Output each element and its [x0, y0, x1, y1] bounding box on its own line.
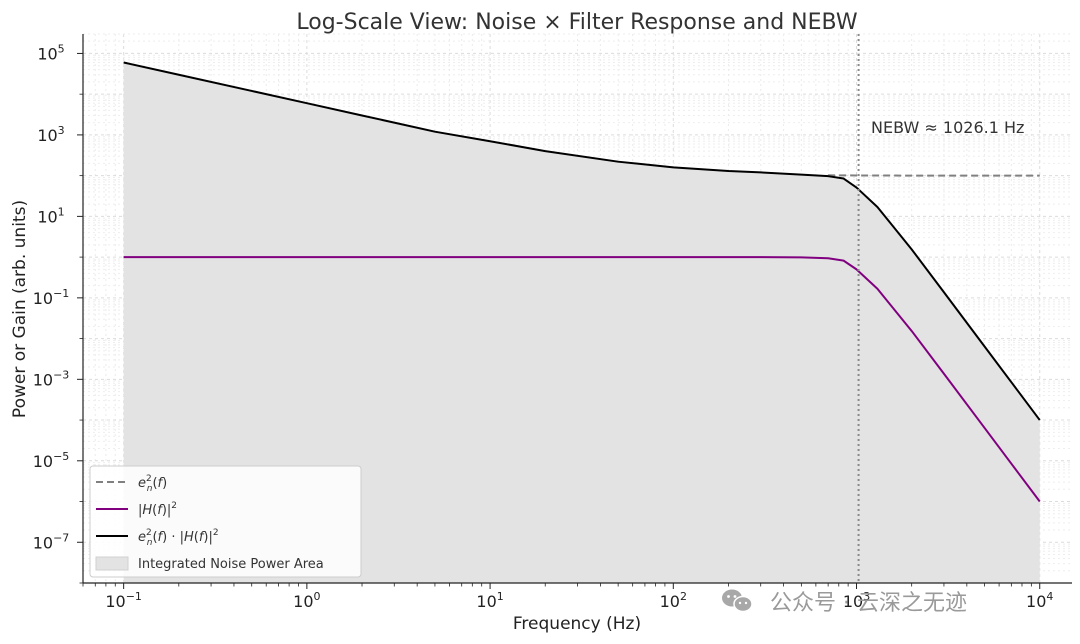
integrated-noise-area [123, 62, 1040, 584]
x-tick-label: 104 [1026, 590, 1053, 611]
legend-label: e2 n(f) [138, 474, 167, 494]
series-group [123, 61, 1041, 503]
watermark-text: 公众号 · 云深之无迹 [770, 591, 967, 616]
wechat-icon [722, 589, 753, 613]
legend-label: Integrated Noise Power Area [138, 557, 324, 572]
legend-label: e2 n(f) · |H(f)|2 [138, 528, 219, 548]
y-tick-label: 101 [37, 205, 64, 226]
x-tick-label: 100 [293, 590, 320, 611]
x-tick-label: 103 [843, 590, 870, 611]
y-tick-label: 10−7 [33, 531, 70, 552]
y-tick-label: 10−5 [33, 450, 70, 471]
legend-box [89, 465, 362, 578]
ticks: 10−1 100 101 102 103 104 10−7 10−5 10−3 10−1 101 10… [33, 42, 1054, 611]
x-tick-label: 101 [476, 590, 503, 611]
y-axis-label: Power or Gain (arb. units) [10, 200, 30, 418]
chart-title: Log-Scale View: Noise × Filter Response … [296, 10, 857, 35]
legend-swatch [95, 556, 129, 571]
series-line-2 [123, 61, 1041, 421]
watermark: 公众号 · 云深之无迹 [722, 589, 967, 616]
legend-label: |H(f)|2 [138, 501, 177, 518]
y-tick-label: 10−3 [33, 368, 70, 389]
y-tick-label: 10−1 [33, 287, 70, 308]
x-tick-label: 10−1 [105, 590, 142, 611]
x-axis-label: Frequency (Hz) [513, 614, 641, 634]
series-line-1 [123, 256, 1041, 503]
y-tick-label: 105 [37, 42, 64, 63]
nebw-annotation: NEBW ≈ 1026.1 Hz [871, 118, 1024, 137]
x-tick-label: 102 [660, 590, 687, 611]
y-tick-label: 103 [37, 124, 64, 145]
legend: e2 n(f) |H(f)|2 e2 n(f) · |H(f)|2 Integrate… [89, 465, 362, 578]
